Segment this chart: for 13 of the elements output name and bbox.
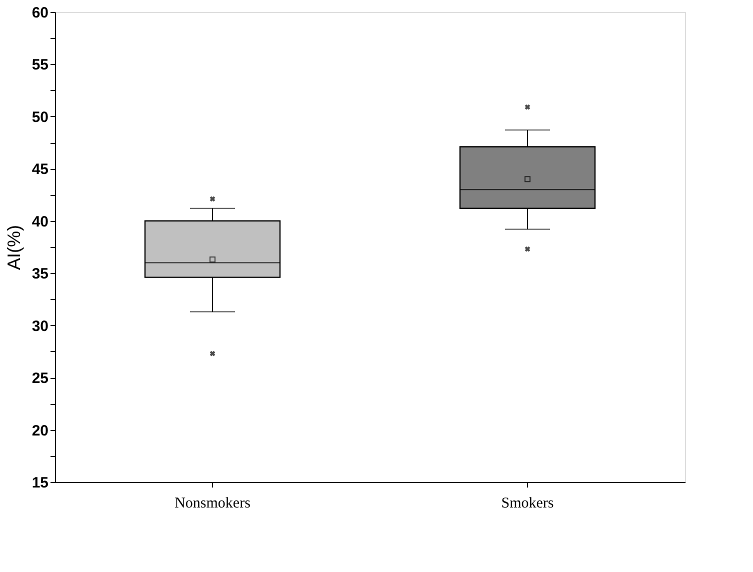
y-axis-title: AI(%) (4, 225, 24, 270)
y-tick-label: 55 (32, 56, 48, 74)
y-tick-label: 50 (32, 108, 48, 126)
y-tick-label: 20 (32, 422, 48, 440)
y-tick-label: 30 (32, 318, 48, 335)
y-tick-label: 35 (32, 266, 48, 283)
y-tick-label: 25 (32, 370, 48, 388)
y-tick-label: 45 (32, 161, 48, 178)
x-tick-label: Smokers (501, 496, 554, 512)
y-tick-label: 15 (32, 474, 48, 492)
x-tick-label: Nonsmokers (174, 496, 251, 512)
y-tick-label: 40 (32, 213, 48, 230)
y-tick-label: 60 (32, 4, 48, 22)
